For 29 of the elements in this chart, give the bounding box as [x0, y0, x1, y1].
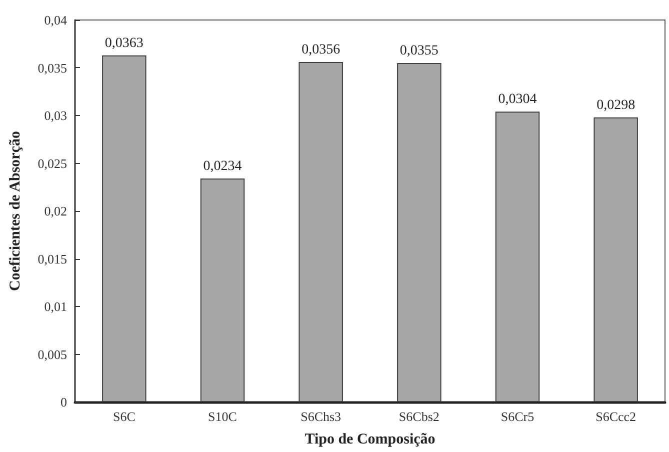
y-tick-label: 0,04 [44, 12, 68, 28]
bar [594, 117, 638, 402]
data-label: 0,0234 [203, 159, 242, 174]
x-tick-label: S6Cbs2 [398, 409, 440, 424]
data-label: 0,0298 [596, 98, 636, 113]
y-tick-label: 0,025 [38, 156, 67, 171]
data-label: 0,0355 [400, 43, 438, 58]
bar [495, 112, 540, 402]
y-tick-label: 0,01 [44, 299, 67, 314]
data-label: 0,0363 [104, 36, 144, 51]
x-tick-label: S6Chs3 [300, 409, 342, 424]
data-label: 0,0356 [302, 42, 340, 58]
bar [298, 62, 343, 402]
y-tick-label: 0,015 [38, 251, 67, 266]
x-tick-label: S6Ccc2 [596, 409, 636, 424]
x-tick-label: S6C [112, 409, 136, 424]
y-tick-label: 0 [60, 394, 67, 410]
bar [102, 55, 146, 402]
bar [397, 62, 442, 402]
y-tick-label: 0,005 [38, 346, 67, 362]
y-tick-label: 0,02 [44, 204, 67, 218]
y-tick-label: 0,03 [44, 108, 67, 123]
data-label: 0,0304 [498, 92, 537, 108]
x-tick-label: S6Cr5 [500, 409, 534, 424]
bar [200, 178, 245, 402]
y-axis-title: Coeficientes de Absorção [8, 131, 24, 291]
y-tick-label: 0,035 [38, 60, 67, 76]
x-tick-label: S10C [208, 409, 237, 424]
x-axis-title: Tipo de Composição [304, 432, 436, 448]
